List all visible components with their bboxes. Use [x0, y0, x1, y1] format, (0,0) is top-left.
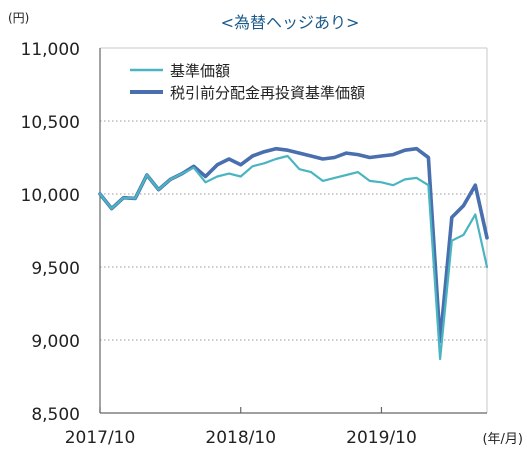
y-tick-label: 11,000	[21, 40, 80, 60]
y-tick-label: 10,000	[21, 186, 80, 206]
y-tick-label: 9,500	[31, 259, 80, 279]
legend-label: 税引前分配金再投資基準価額	[170, 84, 365, 102]
series-lines	[98, 146, 489, 361]
axes	[99, 47, 488, 414]
x-axis-unit-label: (年/月)	[482, 432, 523, 447]
x-tick-label: 2018/10	[205, 428, 276, 448]
tick-labels: 8,500 9,000 9,500 10,000 10,500 11,000 2017/10…	[21, 40, 417, 448]
x-tick-label: 2019/10	[346, 428, 417, 448]
chart-title: <為替ヘッジあり>	[221, 13, 360, 32]
y-tick-label: 10,500	[21, 113, 80, 133]
legend-label: 基準価額	[170, 62, 230, 80]
nav-line	[98, 154, 489, 361]
reinvested-nav-line	[98, 146, 489, 344]
y-axis-unit-label: (円)	[8, 11, 29, 25]
grid-lines	[100, 120, 487, 341]
x-tick-label: 2017/10	[65, 428, 136, 448]
y-tick-label: 9,000	[31, 332, 80, 352]
y-tick-label: 8,500	[31, 405, 80, 425]
